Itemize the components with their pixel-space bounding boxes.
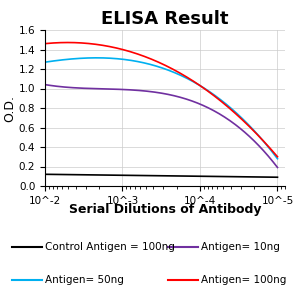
Text: Antigen= 50ng: Antigen= 50ng [45, 275, 124, 285]
Y-axis label: O.D.: O.D. [3, 94, 16, 122]
Text: Antigen= 100ng: Antigen= 100ng [201, 275, 286, 285]
Text: Control Antigen = 100ng: Control Antigen = 100ng [45, 242, 175, 252]
Text: Serial Dilutions of Antibody: Serial Dilutions of Antibody [69, 203, 261, 216]
Title: ELISA Result: ELISA Result [101, 11, 229, 28]
Text: Antigen= 10ng: Antigen= 10ng [201, 242, 280, 252]
